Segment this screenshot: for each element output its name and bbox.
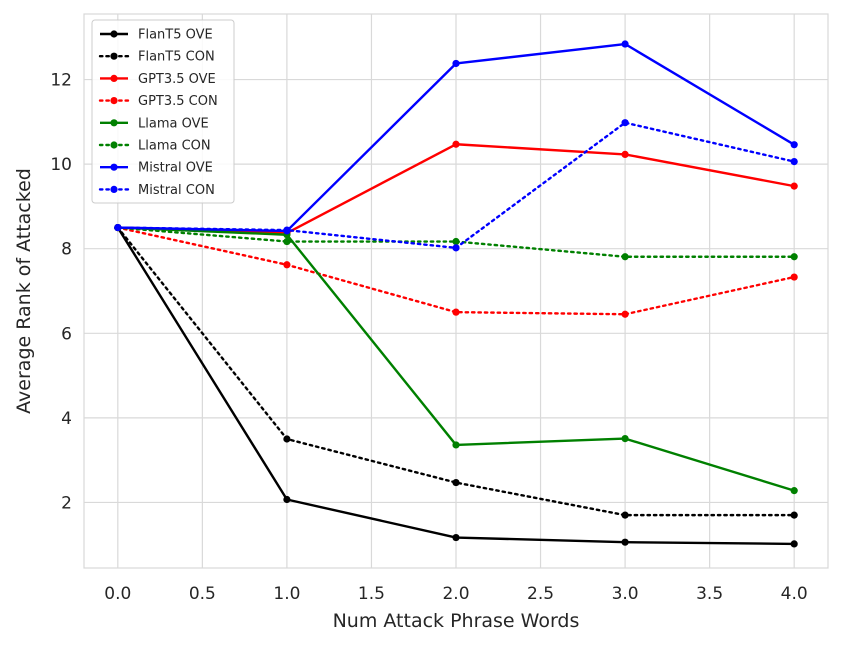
data-point-gpt3-5-ove xyxy=(452,140,460,148)
legend-label-mistral-ove: Mistral OVE xyxy=(138,161,213,176)
legend-label-llama-con: Llama CON xyxy=(138,139,211,154)
data-point-gpt3-5-con xyxy=(452,308,460,316)
x-tick-label: 1.5 xyxy=(358,584,385,604)
data-point-mistral-con xyxy=(452,244,460,252)
legend: FlanT5 OVE FlanT5 CON GPT3.5 OVE GPT3.5 CON… xyxy=(91,19,235,204)
y-axis-ticks: 2 4 6 8 10 12 xyxy=(50,71,72,514)
legend-label-flant5-con: FlanT5 CON xyxy=(138,50,215,65)
data-point-flant5-con xyxy=(621,511,629,519)
data-point-gpt3-5-con xyxy=(790,273,798,281)
data-point-flant5-ove xyxy=(790,540,798,548)
data-point-llama-con xyxy=(621,253,629,261)
y-tick-label: 12 xyxy=(50,71,72,91)
legend-marker-llama-ove xyxy=(110,119,118,127)
y-tick-label: 10 xyxy=(50,155,72,175)
data-point-mistral-con xyxy=(283,226,291,234)
legend-marker-llama-con xyxy=(110,141,118,149)
x-tick-label: 2.5 xyxy=(527,584,554,604)
data-point-flant5-con xyxy=(790,511,798,519)
x-tick-label: 1.0 xyxy=(273,584,300,604)
legend-label-llama-ove: Llama OVE xyxy=(138,116,209,131)
x-tick-label: 0.5 xyxy=(189,584,216,604)
data-point-llama-con xyxy=(452,237,460,246)
legend-box xyxy=(91,19,235,204)
y-axis-label: Average Rank of Attacked xyxy=(13,168,35,414)
data-point-llama-ove xyxy=(621,434,629,443)
data-point-mistral-ove xyxy=(452,59,460,68)
x-tick-label: 3.5 xyxy=(696,584,723,604)
data-point-mistral-con xyxy=(790,157,798,166)
x-axis-label: Num Attack Phrase Words xyxy=(333,610,580,632)
data-point-gpt3-5-con xyxy=(621,310,629,318)
series-lines xyxy=(114,40,798,548)
x-tick-label: 2.0 xyxy=(442,584,469,604)
legend-marker-mistral-con xyxy=(110,185,118,193)
legend-marker-mistral-ove xyxy=(110,163,118,171)
x-axis-ticks: 0.0 0.5 1.0 1.5 2.0 2.5 3.0 3.5 4.0 xyxy=(104,584,807,604)
y-tick-label: 2 xyxy=(61,493,72,513)
data-point-flant5-ove xyxy=(621,538,629,546)
legend-marker-flant5-con xyxy=(110,52,118,60)
legend-label-flant5-ove: FlanT5 OVE xyxy=(138,28,213,43)
legend-label-gpt3-5-con: GPT3.5 CON xyxy=(138,94,218,109)
data-point-llama-con xyxy=(790,253,798,261)
data-point-flant5-con xyxy=(283,435,291,443)
data-point-flant5-con xyxy=(452,478,460,487)
y-tick-label: 6 xyxy=(61,324,72,344)
legend-label-gpt3-5-ove: GPT3.5 OVE xyxy=(138,72,216,87)
data-point-mistral-ove xyxy=(621,40,629,48)
data-point-llama-ove xyxy=(452,441,460,449)
data-point-gpt3-5-ove xyxy=(621,150,629,159)
y-tick-label: 4 xyxy=(61,409,72,429)
data-point-flant5-ove xyxy=(283,495,291,504)
x-tick-label: 0.0 xyxy=(104,584,131,604)
legend-marker-flant5-ove xyxy=(110,30,118,38)
series-line-flant5-con xyxy=(116,226,796,517)
y-tick-label: 8 xyxy=(61,240,72,260)
data-point-llama-con xyxy=(283,237,291,246)
x-tick-label: 3.0 xyxy=(612,584,639,604)
data-point-mistral-con xyxy=(114,223,122,232)
legend-marker-gpt3-5-ove xyxy=(110,74,118,82)
data-point-flant5-ove xyxy=(452,533,460,542)
x-tick-label: 4.0 xyxy=(781,584,808,604)
data-point-llama-ove xyxy=(790,487,798,495)
data-point-mistral-con xyxy=(621,119,629,127)
data-point-mistral-ove xyxy=(790,141,798,149)
legend-marker-gpt3-5-con xyxy=(110,97,118,105)
data-point-gpt3-5-con xyxy=(283,261,291,269)
data-point-gpt3-5-ove xyxy=(790,182,798,190)
legend-label-mistral-con: Mistral CON xyxy=(138,183,215,198)
